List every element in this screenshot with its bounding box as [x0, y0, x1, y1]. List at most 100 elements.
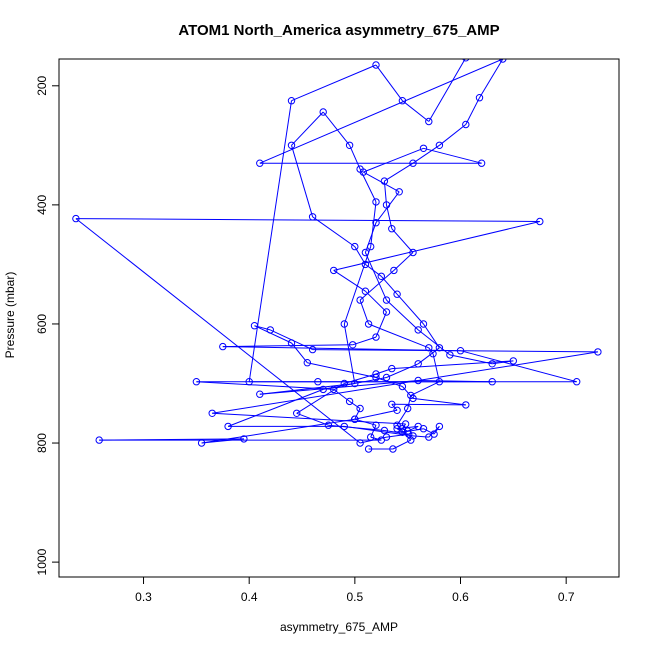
- x-tick-label: 0.7: [558, 590, 575, 604]
- data-point: [319, 108, 327, 116]
- data-point: [367, 433, 375, 441]
- data-point: [393, 421, 401, 429]
- data-point: [536, 217, 544, 226]
- series-line-segment: [349, 145, 361, 170]
- data-point: [372, 333, 380, 341]
- series-line-segment: [428, 59, 466, 122]
- data-point: [409, 159, 417, 167]
- series-line-segment: [365, 290, 387, 313]
- data-point: [395, 188, 403, 196]
- y-tick-label: 400: [35, 195, 49, 215]
- data-point: [462, 120, 470, 129]
- data-point: [356, 165, 364, 173]
- data-point: [389, 445, 397, 453]
- y-tick-label: 200: [35, 75, 49, 95]
- data-point: [330, 385, 338, 394]
- series-line-segment: [417, 347, 440, 365]
- series-line-segment: [359, 270, 395, 301]
- data-point: [256, 159, 264, 167]
- data-point: [380, 177, 389, 185]
- data-point: [319, 385, 327, 394]
- data-point: [250, 322, 259, 330]
- data-point: [372, 61, 380, 69]
- data-point: [314, 378, 322, 386]
- data-point: [398, 97, 407, 105]
- data-point: [435, 344, 444, 352]
- y-axis-label: Pressure (mbar): [3, 272, 17, 359]
- series-line-segment: [359, 299, 370, 325]
- plot-area: [72, 59, 602, 453]
- series-line-segment: [410, 381, 440, 396]
- data-point: [349, 341, 357, 349]
- data-point: [499, 59, 507, 63]
- data-point: [308, 345, 317, 354]
- data-point: [372, 219, 380, 227]
- series-line-segment: [396, 293, 424, 325]
- data-point: [287, 339, 296, 347]
- data-point: [340, 320, 348, 328]
- data-point: [462, 401, 470, 409]
- data-point: [356, 404, 364, 413]
- data-point: [429, 350, 437, 358]
- data-point: [245, 378, 253, 386]
- series-line-segment: [375, 64, 403, 101]
- series-line-segment: [291, 111, 324, 146]
- data-point: [509, 357, 517, 365]
- data-point: [380, 426, 389, 435]
- data-point: [409, 432, 417, 440]
- data-point: [398, 382, 407, 391]
- data-point: [435, 141, 444, 150]
- series-line-segment: [479, 59, 504, 98]
- data-point: [287, 97, 296, 105]
- series-line-segment: [352, 336, 377, 346]
- data-point: [435, 378, 444, 386]
- data-point: [393, 290, 401, 298]
- series-line-segment: [364, 252, 387, 301]
- chart-title: ATOM1 North_America asymmetry_675_AMP: [178, 22, 499, 39]
- data-point: [488, 360, 496, 368]
- x-tick-label: 0.6: [452, 590, 469, 604]
- x-tick-label: 0.5: [347, 590, 364, 604]
- series-line-segment: [354, 409, 398, 420]
- data-point: [208, 409, 216, 417]
- series-line-segment: [291, 64, 377, 102]
- data-point: [361, 287, 370, 295]
- y-axis: 200 400 600 800 1000: [35, 75, 60, 575]
- data-point: [388, 400, 396, 408]
- y-tick-label: 800: [35, 433, 49, 453]
- series-line-segment: [391, 403, 398, 411]
- data-point: [330, 266, 338, 275]
- series-line-segment: [322, 111, 350, 146]
- data-point: [356, 296, 364, 304]
- series-line-segment: [212, 412, 406, 425]
- series-line-segment: [423, 323, 440, 349]
- data-point: [475, 94, 484, 102]
- series-line-segment: [201, 418, 355, 444]
- data-point: [573, 378, 581, 386]
- data-point: [425, 433, 433, 441]
- series-line-segment: [391, 360, 514, 370]
- series-line-segment: [312, 216, 356, 248]
- series-line-segment: [393, 252, 414, 271]
- data-point: [351, 415, 359, 423]
- y-tick-label: 600: [35, 314, 49, 334]
- series-line-segment: [312, 349, 598, 353]
- series-line-segment: [386, 299, 419, 331]
- series-line-segment: [412, 397, 466, 406]
- data-point: [356, 439, 364, 447]
- data-point: [256, 390, 264, 398]
- data-point: [414, 326, 422, 334]
- data-point: [377, 436, 385, 444]
- data-point: [364, 445, 373, 453]
- data-point: [425, 344, 433, 352]
- data-point: [303, 359, 311, 367]
- data-point: [414, 376, 422, 385]
- data-point: [456, 347, 465, 355]
- data-point: [435, 422, 444, 431]
- data-point: [287, 141, 296, 150]
- data-point: [240, 435, 248, 443]
- series-line-segment: [354, 408, 361, 420]
- data-point: [419, 144, 428, 153]
- data-point: [419, 320, 428, 328]
- data-point: [488, 378, 496, 386]
